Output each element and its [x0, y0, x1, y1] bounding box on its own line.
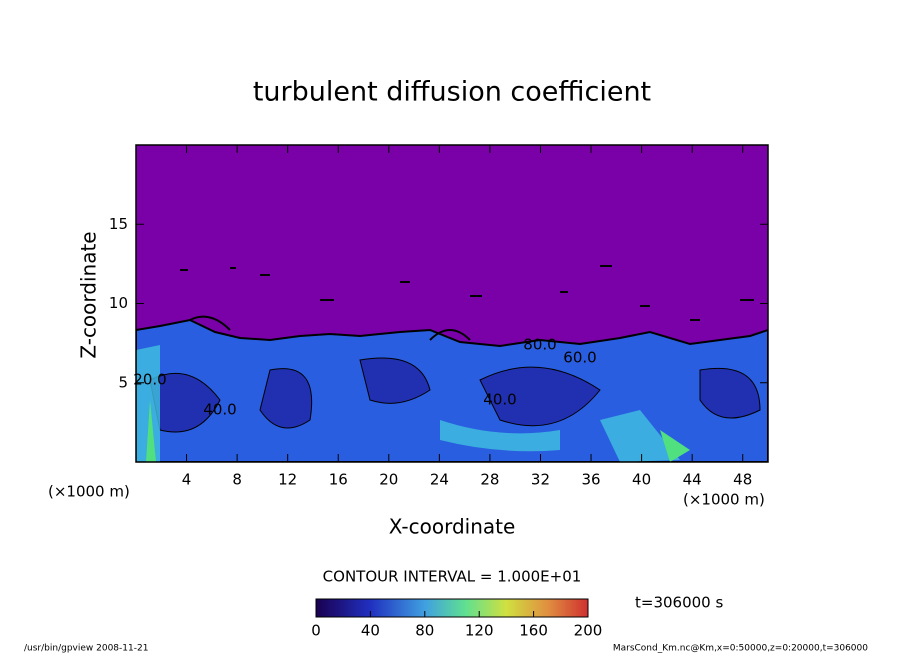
contour-label: 40.0: [203, 401, 236, 419]
colorbar-tick-label: 0: [311, 622, 321, 640]
contour-label: 80.0: [523, 336, 556, 354]
colorbar-tick-label: 80: [415, 622, 434, 640]
x-tick-label: 28: [480, 471, 499, 489]
x-tick-label: 44: [683, 471, 702, 489]
footer-left: /usr/bin/gpview 2008-11-21: [24, 644, 148, 654]
footer-right: MarsCond_Km.nc@Km,x=0:50000,z=0:20000,t=…: [613, 644, 868, 654]
y-tick-label: 5: [118, 373, 128, 391]
colorbar-tick-label: 40: [361, 622, 380, 640]
colorbar: [315, 598, 589, 618]
x-tick-label: 8: [232, 471, 242, 489]
x-tick-label: 40: [632, 471, 651, 489]
x-axis-label: X-coordinate: [389, 515, 516, 539]
y-unit: (×1000 m): [683, 491, 765, 509]
x-unit: (×1000 m): [48, 483, 130, 501]
colorbar-tick-label: 160: [519, 622, 548, 640]
contour-label: 60.0: [563, 349, 596, 367]
y-tick-label: 15: [109, 215, 128, 233]
y-tick-label: 10: [109, 294, 128, 312]
x-tick-label: 32: [531, 471, 550, 489]
chart-title: turbulent diffusion coefficient: [253, 77, 651, 108]
time-label: t=306000 s: [635, 594, 723, 612]
x-tick-label: 4: [182, 471, 192, 489]
x-tick-label: 16: [329, 471, 348, 489]
contour-label: 40.0: [483, 391, 516, 409]
contour-interval: CONTOUR INTERVAL = 1.000E+01: [323, 568, 582, 586]
x-tick-label: 12: [278, 471, 297, 489]
contour-label: 20.0: [133, 371, 166, 389]
x-tick-label: 36: [581, 471, 600, 489]
y-axis-label: Z-coordinate: [77, 231, 101, 358]
contour-field: [136, 145, 768, 462]
colorbar-tick-label: 120: [465, 622, 494, 640]
x-tick-label: 48: [733, 471, 752, 489]
x-tick-label: 24: [430, 471, 449, 489]
colorbar-tick-label: 200: [574, 622, 603, 640]
x-tick-label: 20: [379, 471, 398, 489]
